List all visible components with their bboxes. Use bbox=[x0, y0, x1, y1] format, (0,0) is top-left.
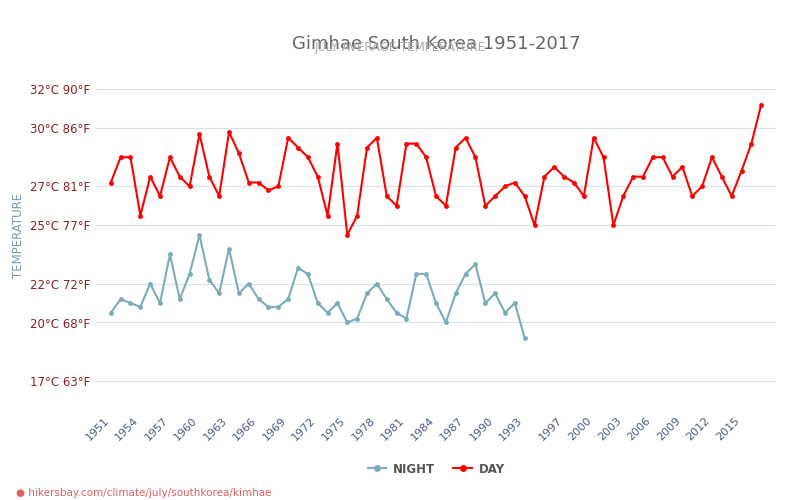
Text: JULY AVERAGE TEMPERATURE: JULY AVERAGE TEMPERATURE bbox=[314, 41, 486, 54]
Title: Gimhae South Korea 1951-2017: Gimhae South Korea 1951-2017 bbox=[292, 35, 580, 53]
Text: ● hikersbay.com/climate/july/southkorea/kimhae: ● hikersbay.com/climate/july/southkorea/… bbox=[16, 488, 271, 498]
Y-axis label: TEMPERATURE: TEMPERATURE bbox=[11, 192, 25, 278]
Legend: NIGHT, DAY: NIGHT, DAY bbox=[362, 458, 510, 480]
